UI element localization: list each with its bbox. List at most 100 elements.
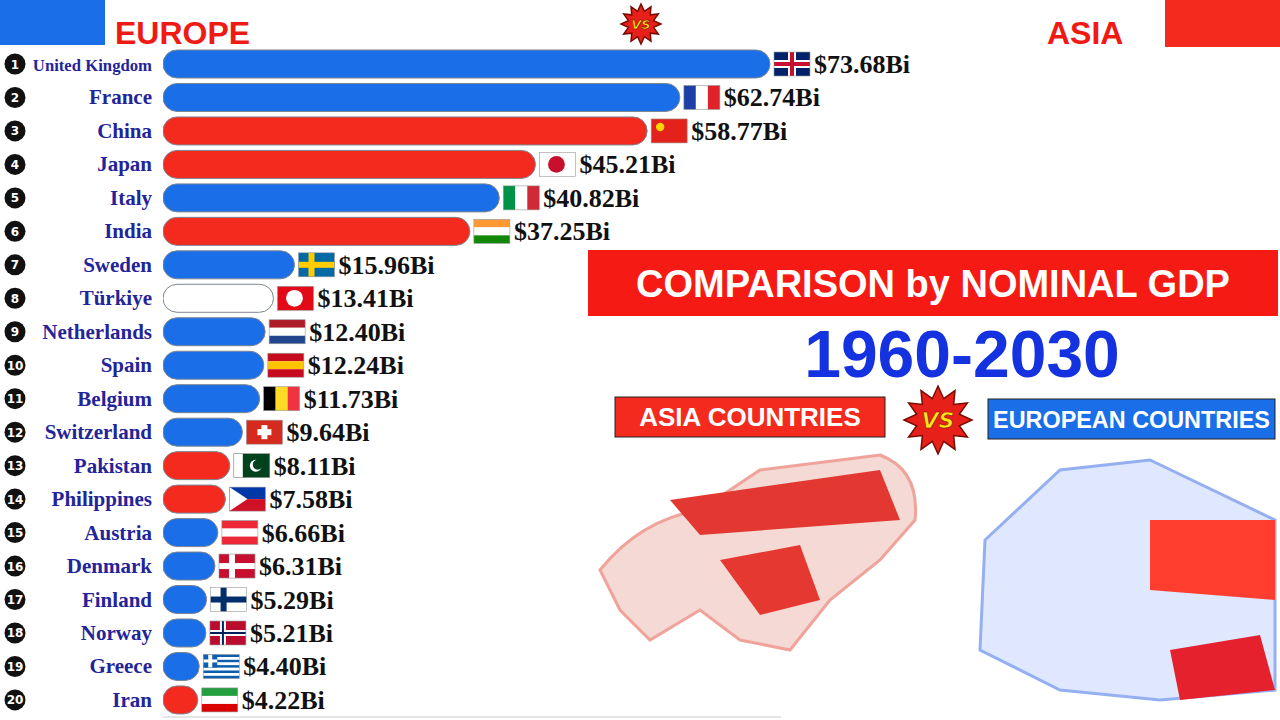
flag	[474, 219, 510, 243]
flag-frame	[298, 253, 334, 277]
flag-part	[268, 353, 304, 361]
value-label: $62.74Bi	[724, 83, 820, 112]
flag-part	[203, 668, 239, 671]
flag-part	[203, 673, 239, 676]
bar	[163, 519, 218, 547]
map-region	[720, 545, 820, 615]
rank-label: 16	[7, 560, 24, 574]
flag-part	[210, 621, 246, 645]
category-label: Sweden	[83, 253, 152, 277]
flag	[651, 119, 687, 143]
flag-part	[202, 696, 238, 704]
flag-part	[202, 704, 238, 712]
bar	[163, 284, 273, 312]
flag-part	[203, 660, 239, 663]
value-label: $12.24Bi	[308, 351, 404, 380]
flag-part	[288, 387, 300, 411]
category-label: Finland	[82, 588, 152, 612]
flag-part	[269, 328, 305, 336]
category-label: Italy	[110, 186, 153, 210]
flag	[277, 286, 313, 310]
flag-part	[774, 62, 810, 66]
flag-part	[222, 521, 258, 529]
value-label: $11.73Bi	[304, 385, 399, 414]
maps	[600, 455, 1275, 700]
bar	[163, 217, 470, 245]
category-label: China	[97, 119, 152, 143]
category-label: Spain	[101, 353, 153, 377]
value-label: $4.22Bi	[242, 686, 325, 715]
flag-part	[298, 253, 334, 277]
value-label: $5.29Bi	[251, 586, 334, 615]
flag	[210, 621, 246, 645]
flag-part	[203, 670, 239, 673]
flag-frame	[277, 286, 313, 310]
flag-part	[774, 52, 810, 76]
flag-part	[268, 369, 304, 377]
flag	[202, 688, 238, 712]
bar	[163, 184, 499, 212]
flag	[774, 52, 810, 76]
chart: EUROPEASIAVS1United Kingdom$73.68Bi2Fran…	[0, 0, 1280, 720]
flag-part	[286, 290, 303, 307]
legend-swatch	[988, 399, 1275, 439]
bar	[163, 83, 680, 111]
flag-part	[264, 387, 276, 411]
rank-dot	[5, 489, 26, 510]
map-region	[1150, 520, 1275, 600]
flag-part	[253, 460, 263, 470]
rank-dot	[5, 87, 26, 108]
flag-frame	[211, 588, 247, 612]
flag-part	[203, 659, 217, 662]
category-label: India	[104, 219, 152, 243]
category-label: Netherlands	[42, 320, 152, 344]
value-label: $45.21Bi	[579, 150, 675, 179]
value-label: $58.77Bi	[691, 117, 787, 146]
flag-part	[474, 219, 510, 227]
rank-label: 1	[11, 58, 19, 72]
flag	[298, 253, 334, 277]
value-label: $7.58Bi	[269, 485, 352, 514]
rank-dot	[5, 355, 26, 376]
flag-part	[276, 387, 288, 411]
flag	[268, 353, 304, 377]
rank-dot	[5, 321, 26, 342]
flag-part	[203, 676, 239, 679]
bar	[163, 452, 230, 480]
rank-dot	[5, 120, 26, 141]
rank-label: 20	[7, 693, 24, 707]
flag-part	[474, 227, 510, 235]
rank-label: 2	[11, 91, 19, 105]
vs-label: VS	[922, 408, 955, 433]
legend-swatch	[615, 397, 885, 437]
rank-dot	[5, 589, 26, 610]
flag-part	[222, 537, 258, 545]
bar	[163, 619, 206, 647]
category-label: France	[89, 85, 152, 109]
header-block	[0, 0, 105, 45]
flag-part	[219, 554, 255, 578]
vs-badge	[904, 386, 972, 454]
category-label: Greece	[89, 654, 152, 678]
flag-frame	[651, 119, 687, 143]
flag-part	[527, 186, 539, 210]
flag-frame	[539, 152, 575, 176]
rank-label: 8	[11, 292, 19, 306]
bar	[163, 318, 265, 346]
flag-frame	[202, 688, 238, 712]
value-label: $5.21Bi	[250, 619, 333, 648]
category-label: Iran	[112, 688, 152, 712]
rank-dot	[5, 556, 26, 577]
flag-part	[202, 688, 238, 696]
category-label: Philippines	[52, 487, 152, 511]
rank-dot	[5, 254, 26, 275]
flag-frame	[684, 85, 720, 109]
value-label: $8.11Bi	[274, 452, 356, 481]
bar	[163, 485, 225, 513]
flag	[203, 654, 239, 678]
flag-part	[708, 85, 720, 109]
flag-part	[515, 186, 527, 210]
flag-frame	[222, 521, 258, 545]
rank-dot	[5, 154, 26, 175]
value-label: $13.41Bi	[317, 284, 413, 313]
